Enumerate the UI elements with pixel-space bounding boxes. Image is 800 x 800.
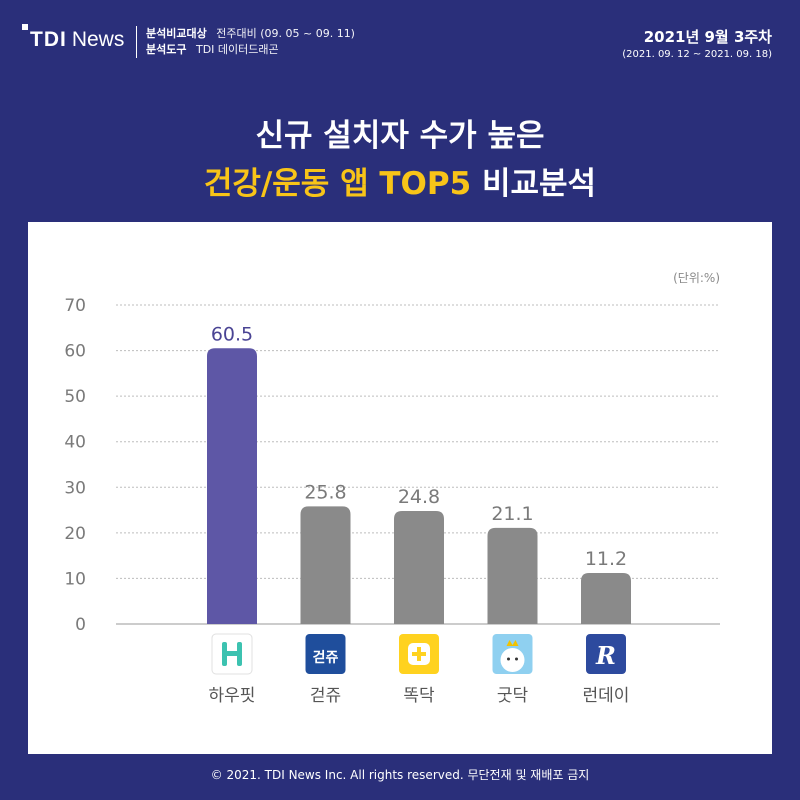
logo-tdi-text: TDI [30,28,67,51]
y-tick-label: 40 [64,433,86,453]
y-tick-label: 70 [64,296,86,316]
header-bar: TDI News 분석비교대상 전주대비 (09. 05 ~ 09. 11) 분… [0,0,800,80]
data-label: 25.8 [304,481,346,503]
week-label: 2021년 9월 3주차 [643,28,772,46]
week-info: 2021년 9월 3주차 (2021. 09. 12 ~ 2021. 09. 1… [622,26,772,60]
data-label: 60.5 [211,323,253,345]
runday-app-icon [586,634,626,674]
analysis-meta: 분석비교대상 전주대비 (09. 05 ~ 09. 11) 분석도구 TDI 데… [146,26,355,58]
unit-note: (단위:%) [673,271,720,285]
category-label: 굿닥 [497,686,529,706]
goodoc-eye-left [507,657,510,661]
goodoc-eye-right [515,657,518,661]
tool-label: 분석도구 [146,43,187,56]
logo-news-text: News [71,28,125,51]
goodoc-crown [506,640,519,646]
ddocdoc-plus-h [412,652,426,656]
walkju-glyph: 걷쥬 [313,649,339,666]
chart-card: (단위:%) 0 10 20 30 40 50 60 70 60.5 하우핏 25.8 걷쥬 걷쥬 24.8… [28,222,772,754]
title-rest: 비교분석 [482,166,597,202]
walkju-app-icon [305,634,346,674]
logo-dot-icon [22,24,28,30]
y-tick-label: 0 [75,615,86,635]
bar [394,510,444,624]
category-label: 런데이 [583,686,630,706]
bar [300,506,351,624]
goodoc-face [500,648,525,672]
data-label: 21.1 [491,503,533,525]
week-range: (2021. 09. 12 ~ 2021. 09. 18) [622,49,772,60]
page-title-line2: 건강/운동 앱 TOP5 비교분석 [0,158,800,203]
bar [581,572,631,624]
tdi-news-logo: TDI News [22,24,125,52]
copyright-footer: © 2021. TDI News Inc. All rights reserve… [210,768,590,782]
page-title-line1: 신규 설치자 수가 높은 [255,118,545,154]
y-tick-label: 60 [64,342,86,362]
y-tick-label: 50 [64,387,86,407]
y-tick-label: 20 [64,524,86,544]
runday-glyph: R [595,641,616,670]
compare-label: 분석비교대상 [146,27,207,40]
howfit-h-bar [222,651,242,656]
data-label: 11.2 [585,548,627,570]
title-highlight: 건강/운동 앱 TOP5 [203,166,472,202]
tool-value: TDI 데이터드래곤 [195,43,279,56]
category-label: 하우핏 [209,686,256,706]
compare-value: 전주대비 (09. 05 ~ 09. 11) [216,27,355,40]
bar [487,527,538,624]
header-divider [136,26,137,58]
y-tick-label: 10 [64,569,86,589]
y-tick-label: 30 [64,478,86,498]
category-label: 걷쥬 [310,686,341,706]
data-label: 24.8 [398,486,440,508]
bar [207,348,257,624]
category-label: 똑닥 [403,686,435,706]
bar-chart: (단위:%)01020304050607060.5하우핏25.8걷쥬걷쥬24.8… [64,271,720,706]
